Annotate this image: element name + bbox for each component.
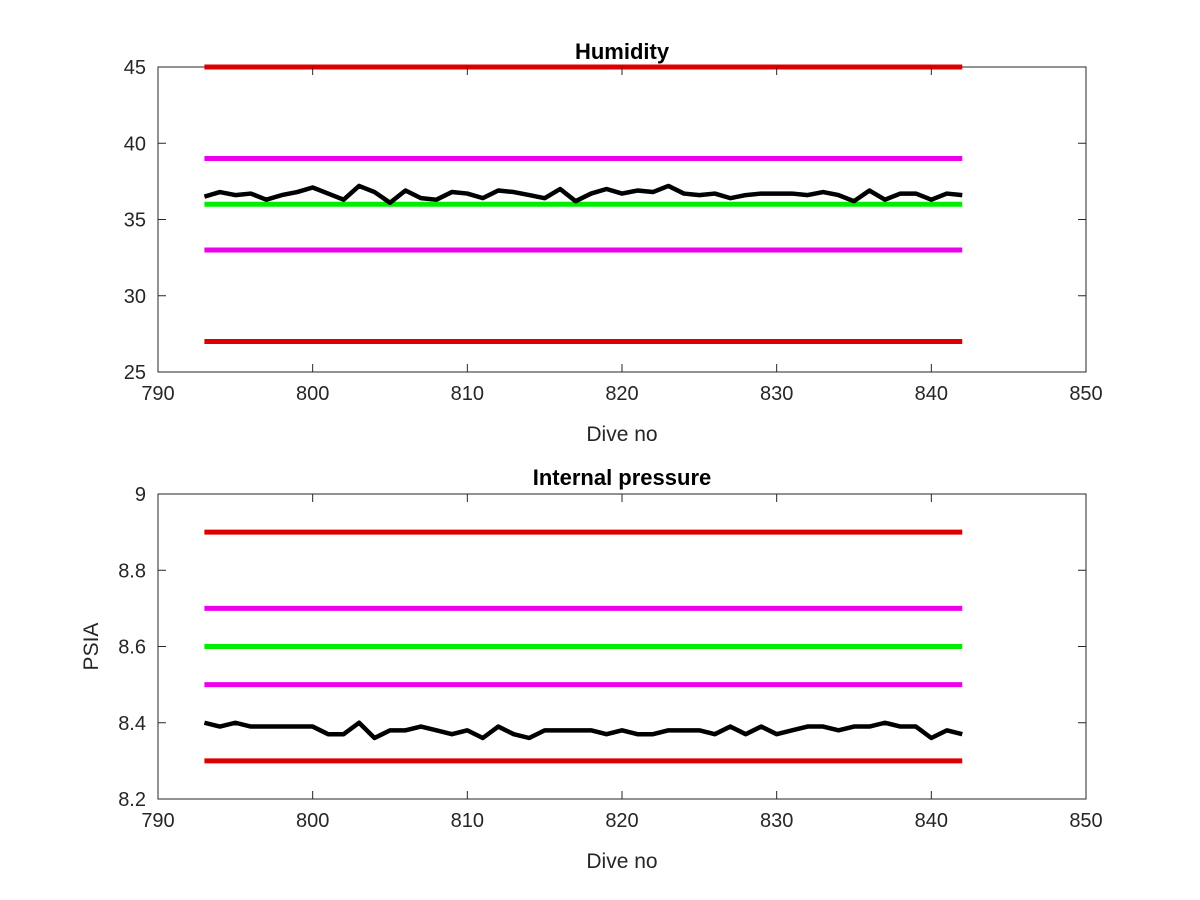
humidity-y-ticks: 25 30 35 40 45 bbox=[124, 57, 1086, 384]
pressure-y-tick-label: 8.2 bbox=[118, 789, 146, 811]
pressure-x-tick-label: 800 bbox=[296, 810, 329, 832]
humidity-x-tick-label: 850 bbox=[1069, 383, 1102, 405]
humidity-data-line bbox=[203, 183, 963, 205]
humidity-x-tick-label: 810 bbox=[451, 383, 484, 405]
pressure-x-tick-label: 850 bbox=[1069, 810, 1102, 832]
pressure-y-tick-label: 8.8 bbox=[118, 560, 146, 582]
humidity-x-tick-label: 790 bbox=[141, 383, 174, 405]
humidity-x-tick-label: 830 bbox=[760, 383, 793, 405]
pressure-x-tick-label: 810 bbox=[451, 810, 484, 832]
pressure-y-ticks: 8.2 8.4 8.6 8.8 9 bbox=[118, 484, 1086, 811]
humidity-x-tick-label: 820 bbox=[605, 383, 638, 405]
pressure-y-tick-label: 8.4 bbox=[118, 713, 146, 735]
pressure-x-tick-label: 830 bbox=[760, 810, 793, 832]
humidity-reference-lines bbox=[204, 64, 963, 344]
pressure-plot: 790 800 810 820 830 840 850 8.2 8.4 8.6 8.8 9 Inte… bbox=[80, 465, 1103, 873]
humidity-series bbox=[203, 183, 963, 205]
pressure-reference-lines bbox=[204, 529, 963, 764]
humidity-x-tick-label: 800 bbox=[296, 383, 329, 405]
humidity-y-tick-label: 25 bbox=[124, 362, 146, 384]
pressure-chart-title: Internal pressure bbox=[533, 465, 712, 490]
humidity-y-tick-label: 30 bbox=[124, 286, 146, 308]
pressure-y-tick-label: 9 bbox=[135, 484, 146, 506]
pressure-x-tick-label: 820 bbox=[605, 810, 638, 832]
humidity-x-tick-label: 840 bbox=[915, 383, 948, 405]
humidity-x-axis-label: Dive no bbox=[586, 423, 657, 446]
humidity-x-ticks: 790 800 810 820 830 840 850 bbox=[141, 67, 1103, 405]
pressure-x-tick-label: 840 bbox=[915, 810, 948, 832]
pressure-series bbox=[203, 720, 963, 741]
pressure-y-tick-label: 8.6 bbox=[118, 637, 146, 659]
pressure-x-axis-label: Dive no bbox=[586, 850, 657, 873]
humidity-chart-title: Humidity bbox=[575, 39, 670, 64]
pressure-x-tick-label: 790 bbox=[141, 810, 174, 832]
humidity-y-tick-label: 35 bbox=[124, 210, 146, 232]
pressure-data-line bbox=[203, 720, 963, 741]
pressure-y-axis-label: PSIA bbox=[80, 623, 103, 671]
humidity-y-tick-label: 45 bbox=[124, 57, 146, 79]
humidity-plot: 790 800 810 820 830 840 850 25 30 35 40 45 Humidit… bbox=[124, 39, 1103, 446]
pressure-x-ticks: 790 800 810 820 830 840 850 bbox=[141, 494, 1103, 832]
humidity-axes-box bbox=[157, 66, 1087, 373]
humidity-y-tick-label: 40 bbox=[124, 133, 146, 155]
